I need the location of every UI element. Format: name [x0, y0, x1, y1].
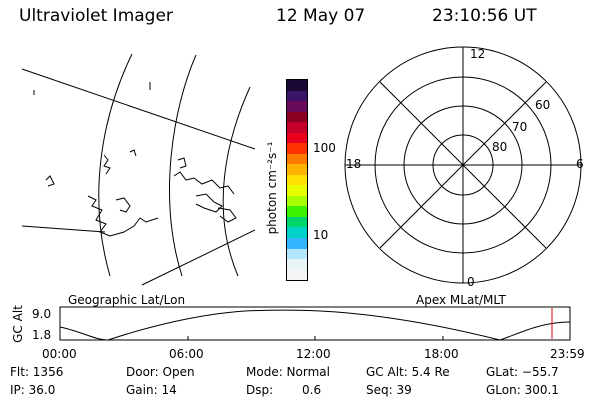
altitude-xtick-label: 00:00 [42, 347, 77, 361]
geographic-label: Geographic Lat/Lon [68, 293, 186, 307]
colorbar-tick-10: 10 [313, 228, 329, 242]
info-ip: IP: 36.0 [10, 383, 56, 397]
colorbar-swatch [287, 174, 307, 186]
colorbar-tick-100: 100 [313, 141, 336, 155]
altitude-xtick-label: 12:00 [296, 347, 331, 361]
time-label: 23:10:56 UT [432, 6, 537, 26]
colorbar-swatch [287, 101, 307, 112]
colorbar-swatch [287, 248, 307, 260]
info-dsp-value: 0.6 [302, 383, 322, 397]
colorbar-swatch [287, 216, 307, 228]
altitude-ylabel: GC Alt [11, 305, 25, 343]
altitude-ytick-min: 1.8 [32, 328, 52, 342]
altitude-ytick-max: 9.0 [32, 307, 52, 321]
info-dsp-label: Dsp: [246, 383, 274, 397]
polar-ring-70 [403, 105, 523, 225]
info-gc-alt: GC Alt: 5.4 Re [366, 365, 450, 379]
map-lat-line [21, 68, 256, 150]
colorbar-swatch [287, 143, 307, 154]
polar-label-18: 18 [346, 157, 362, 171]
instrument-title: Ultraviolet Imager [19, 6, 173, 26]
altitude-curve [59, 309, 571, 341]
colorbar-swatch [287, 164, 307, 175]
colorbar [286, 79, 308, 281]
colorbar-swatch [287, 80, 307, 91]
colorbar-swatch [287, 185, 307, 196]
coastline [45, 149, 237, 237]
info-flt: Flt: 1356 [10, 365, 64, 379]
colorbar-swatch [287, 269, 307, 281]
colorbar-swatch [287, 132, 307, 144]
polar-diagonal [379, 81, 547, 249]
info-mode: Mode: Normal [246, 365, 330, 379]
colorbar-swatch [287, 206, 307, 217]
polar-ring-80 [432, 134, 494, 196]
polar-ring-60 [374, 76, 552, 254]
polar-diagonal [379, 81, 547, 249]
polar-lat-label-60: 60 [535, 98, 551, 112]
info-gain: Gain: 14 [126, 383, 177, 397]
colorbar-swatch [287, 90, 307, 102]
map-lat-line [141, 229, 256, 286]
polar-label-6: 6 [576, 157, 584, 171]
polar-label-0: 0 [467, 275, 475, 289]
polar-lat-label-80: 80 [492, 140, 508, 154]
polar-label-12: 12 [470, 47, 486, 61]
info-glon: GLon: 300.1 [486, 383, 559, 397]
altitude-xtick-label: 06:00 [169, 347, 204, 361]
map-lon-line [98, 53, 133, 277]
map-lon-line [222, 86, 251, 277]
date-label: 12 May 07 [276, 6, 366, 26]
info-door: Door: Open [126, 365, 195, 379]
colorbar-swatch [287, 153, 307, 165]
colorbar-swatch [287, 259, 307, 270]
apex-label: Apex MLat/MLT [416, 293, 506, 307]
map-lon-line [169, 54, 197, 277]
colorbar-swatch [287, 237, 307, 249]
polar-lat-label-70: 70 [512, 120, 528, 134]
map-lat-line [21, 225, 106, 233]
info-glat: GLat: −55.7 [486, 365, 559, 379]
colorbar-swatch [287, 111, 307, 123]
info-seq: Seq: 39 [366, 383, 412, 397]
colorbar-swatch [287, 195, 307, 207]
altitude-plot-frame [59, 306, 571, 341]
altitude-xtick-label: 18:00 [424, 347, 459, 361]
colorbar-swatch [287, 122, 307, 133]
colorbar-unit-label: photon cm⁻²s⁻¹ [265, 141, 279, 235]
colorbar-swatch [287, 227, 307, 238]
polar-ring-outer [344, 46, 582, 284]
altitude-xtick-label: 23:59 [550, 347, 585, 361]
